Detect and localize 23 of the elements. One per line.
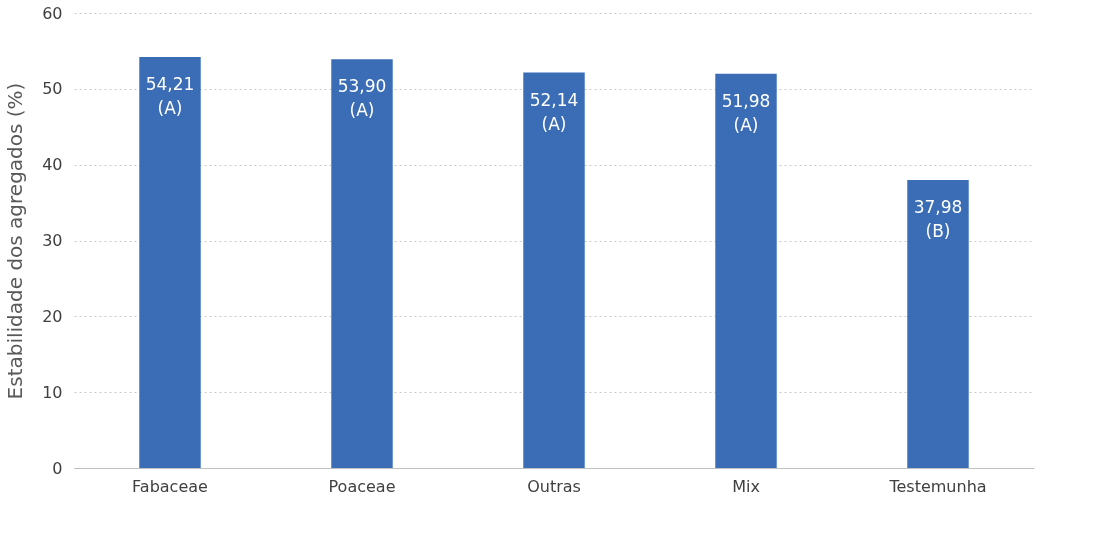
y-tick-label: 10 xyxy=(42,382,63,402)
bar xyxy=(715,73,777,468)
bar xyxy=(331,59,393,468)
y-tick-label: 60 xyxy=(42,3,63,23)
y-tick-label: 40 xyxy=(42,155,63,175)
y-axis-title: Estabilidade dos agregados (%) xyxy=(3,82,28,400)
data-label: 53,90 (A) xyxy=(337,76,387,121)
y-tick-label: 50 xyxy=(42,79,63,99)
data-label: 52,14 (A) xyxy=(529,89,579,134)
data-label: 54,21 (A) xyxy=(145,73,195,118)
bar xyxy=(523,72,585,468)
x-tick-label: Outras xyxy=(527,476,581,496)
y-tick-label: 20 xyxy=(42,306,63,326)
bar xyxy=(139,56,201,468)
data-label: 51,98 (A) xyxy=(721,90,771,135)
y-tick-label: 30 xyxy=(42,231,63,250)
x-tick-label: Testemunha xyxy=(888,476,987,496)
x-tick-label: Fabaceae xyxy=(132,476,208,496)
x-tick-label: Poaceae xyxy=(328,476,396,496)
x-tick-label: Mix xyxy=(732,476,760,496)
data-label: 37,98 (B) xyxy=(913,196,963,241)
y-tick-label: 0 xyxy=(52,458,63,478)
bar xyxy=(907,179,969,468)
